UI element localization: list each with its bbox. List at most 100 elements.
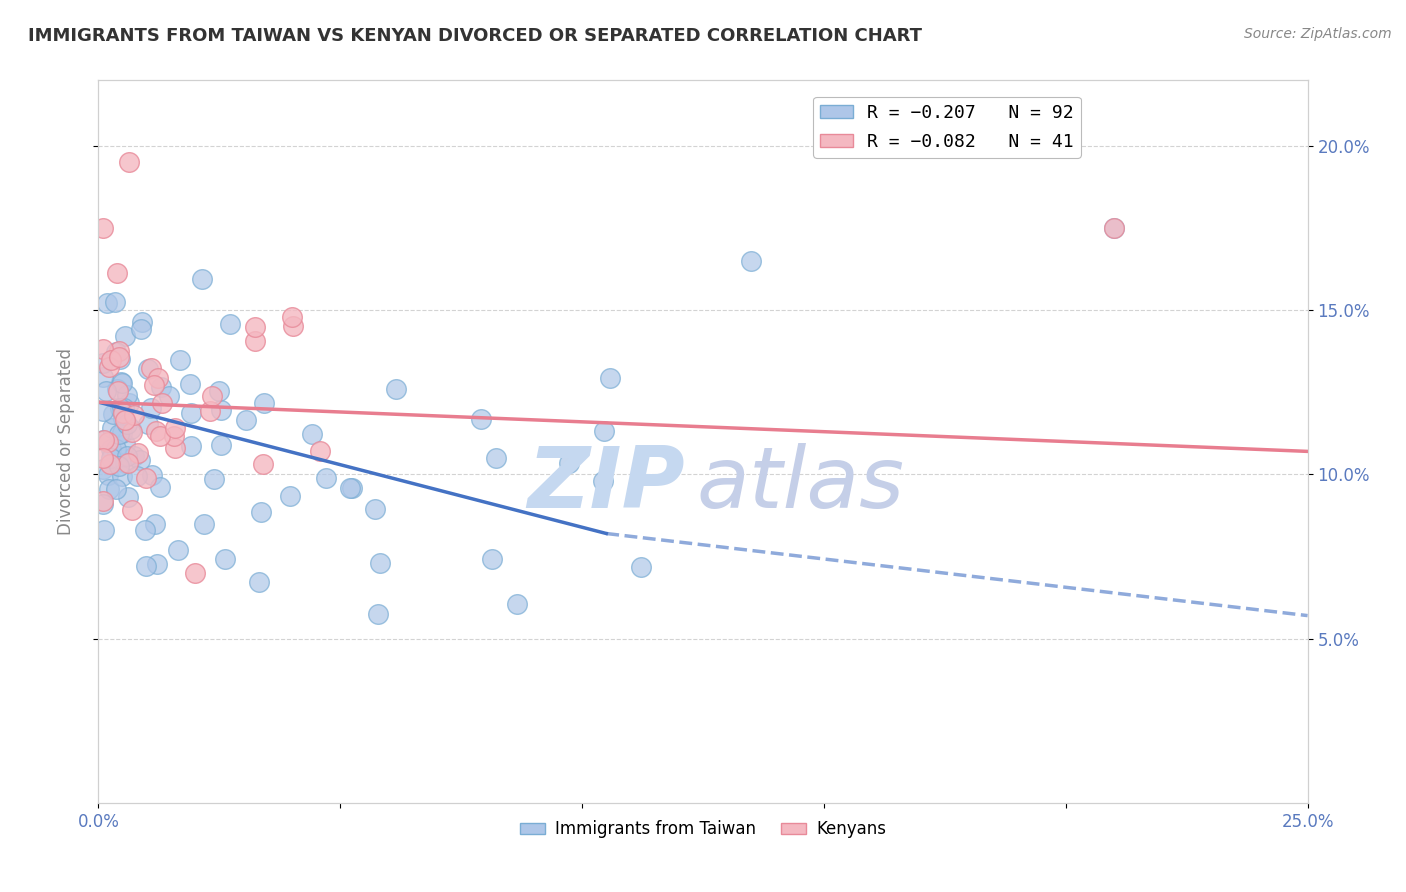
Point (100, 352, 122, 367)
Point (201, 389, 224, 403)
Point (97, 359, 120, 374)
Point (592, 474, 614, 488)
Point (91, 461, 114, 475)
Point (167, 542, 190, 557)
Point (308, 444, 330, 458)
Point (740, 253, 762, 268)
Point (111, 376, 134, 391)
Point (98, 458, 121, 472)
Point (93, 524, 115, 538)
Point (118, 155, 141, 169)
Point (115, 449, 138, 463)
Point (91, 342, 114, 356)
Legend: Immigrants from Taiwan, Kenyans: Immigrants from Taiwan, Kenyans (513, 814, 893, 845)
Point (139, 401, 162, 415)
Point (163, 441, 186, 455)
Point (111, 469, 134, 483)
Point (96, 295, 118, 310)
Point (91, 356, 114, 370)
Point (142, 377, 165, 392)
Point (204, 472, 226, 486)
Point (281, 310, 304, 325)
Point (169, 353, 191, 368)
Point (108, 352, 131, 367)
Point (121, 502, 143, 516)
Point (184, 566, 207, 580)
Point (243, 334, 266, 348)
Point (385, 382, 408, 396)
Point (104, 294, 127, 309)
Point (211, 438, 233, 452)
Text: Source: ZipAtlas.com: Source: ZipAtlas.com (1244, 27, 1392, 41)
Point (120, 422, 142, 436)
Point (110, 375, 132, 389)
Point (368, 556, 391, 570)
Point (592, 424, 614, 438)
Point (143, 516, 166, 531)
Point (136, 417, 159, 431)
Point (163, 421, 186, 435)
Point (180, 406, 202, 420)
Point (247, 574, 270, 589)
Point (141, 468, 163, 483)
Point (149, 480, 172, 494)
Point (91, 221, 114, 235)
Point (367, 607, 389, 621)
Point (108, 344, 131, 359)
Point (139, 361, 162, 376)
Point (558, 456, 581, 470)
Point (100, 421, 122, 435)
Point (105, 442, 128, 456)
Point (108, 427, 131, 442)
Point (114, 456, 136, 470)
Point (97, 468, 120, 483)
Point (111, 411, 134, 425)
Point (121, 425, 143, 440)
Point (91, 497, 114, 511)
Point (364, 502, 387, 516)
Text: IMMIGRANTS FROM TAIWAN VS KENYAN DIVORCED OR SEPARATED CORRELATION CHART: IMMIGRANTS FROM TAIWAN VS KENYAN DIVORCE… (28, 27, 922, 45)
Point (163, 429, 186, 443)
Point (630, 560, 652, 574)
Point (481, 552, 503, 566)
Point (470, 412, 492, 426)
Point (180, 439, 202, 453)
Point (252, 457, 274, 471)
Point (485, 451, 508, 466)
Point (146, 371, 169, 385)
Text: atlas: atlas (697, 443, 905, 526)
Point (146, 557, 169, 571)
Point (599, 370, 621, 384)
Point (340, 481, 363, 495)
Point (1102, 221, 1125, 235)
Point (118, 396, 141, 410)
Point (506, 598, 529, 612)
Point (127, 469, 149, 483)
Point (145, 425, 167, 439)
Point (107, 384, 129, 399)
Point (136, 362, 159, 376)
Point (129, 322, 152, 336)
Point (91, 404, 114, 418)
Point (108, 401, 131, 416)
Point (150, 380, 173, 394)
Point (101, 408, 124, 422)
Point (111, 426, 134, 441)
Point (105, 344, 128, 359)
Point (97, 483, 120, 497)
Point (218, 317, 240, 331)
Point (117, 490, 139, 504)
Point (91, 451, 114, 466)
Point (114, 413, 136, 427)
Point (94, 384, 117, 398)
Point (134, 523, 156, 537)
Point (122, 408, 145, 422)
Point (281, 318, 304, 333)
Point (339, 481, 361, 495)
Point (200, 404, 222, 418)
Point (108, 459, 131, 474)
Point (253, 396, 276, 410)
Point (135, 470, 157, 484)
Point (108, 350, 131, 364)
Point (1102, 221, 1125, 235)
